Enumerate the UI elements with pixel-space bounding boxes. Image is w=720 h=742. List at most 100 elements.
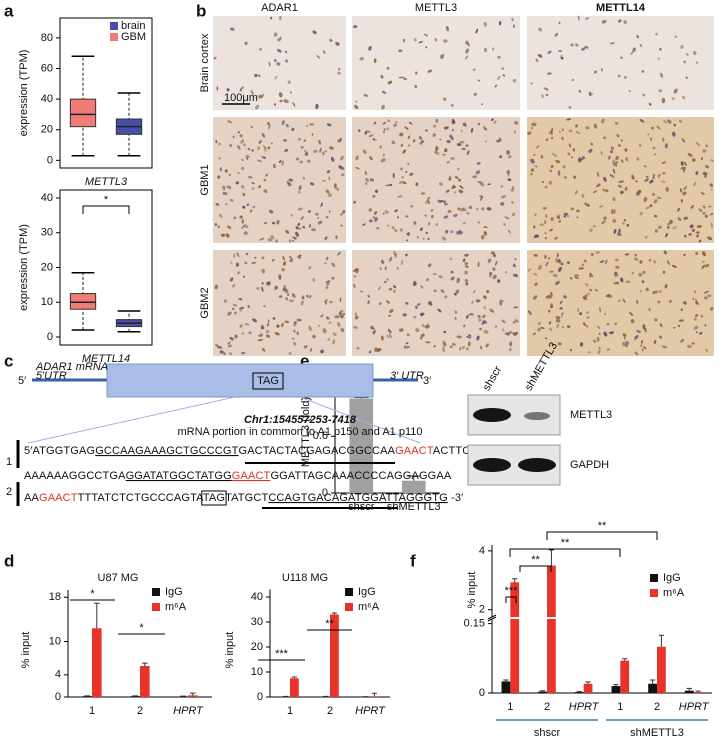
panel-label: b [196, 1, 206, 20]
y-axis-label: % input [466, 572, 478, 609]
nucleus [306, 294, 309, 298]
nucleus [704, 263, 710, 268]
nucleus [664, 283, 668, 289]
nucleus [425, 323, 430, 328]
nucleus [533, 272, 538, 276]
nucleus [533, 295, 538, 300]
nucleus [337, 68, 341, 71]
nucleus [683, 161, 687, 167]
nucleus [483, 47, 488, 53]
nucleus [702, 171, 708, 176]
nucleus [372, 330, 376, 334]
nucleus [329, 38, 333, 42]
bar [648, 668, 657, 669]
nucleus [544, 220, 547, 225]
nucleus [639, 211, 643, 216]
nucleus [615, 155, 619, 161]
nucleus [487, 183, 491, 186]
nucleus [261, 132, 266, 138]
nucleus [707, 294, 712, 298]
nucleus [705, 144, 708, 148]
nucleus [396, 216, 400, 219]
nucleus [692, 297, 695, 301]
nucleus [566, 215, 570, 218]
nucleus [498, 137, 502, 142]
nucleus [283, 139, 288, 142]
nucleus [333, 183, 337, 189]
nucleus [370, 325, 374, 330]
error-bar [686, 687, 692, 691]
legend-label: m⁶A [663, 587, 685, 599]
nucleus [498, 20, 502, 26]
nucleus [324, 299, 328, 303]
nucleus [640, 340, 644, 344]
legend-swatch [152, 603, 160, 611]
nucleus [230, 261, 233, 264]
nucleus [610, 150, 614, 154]
nucleus [614, 121, 619, 125]
plot-segment [281, 612, 379, 697]
nucleus [549, 169, 553, 173]
band [518, 458, 556, 472]
nucleus [356, 347, 360, 350]
y-tick-label: 20 [41, 261, 53, 273]
nucleus [659, 47, 662, 51]
nucleus [215, 140, 218, 144]
nucleus [289, 258, 293, 263]
nucleus [453, 191, 457, 194]
nucleus [306, 159, 311, 163]
y-tick-label: 0 [322, 487, 328, 499]
nucleus [386, 334, 390, 339]
nucleus [241, 158, 244, 162]
nucleus [677, 217, 682, 221]
error-bar [331, 612, 338, 615]
nucleus [284, 149, 288, 153]
nucleus [445, 189, 450, 193]
nucleus [402, 149, 407, 154]
nucleus [698, 239, 702, 243]
nucleus [535, 58, 539, 62]
nucleus [425, 341, 431, 344]
nucleus [657, 300, 661, 304]
nucleus [492, 274, 497, 280]
nucleus [680, 338, 685, 343]
nucleus [307, 210, 312, 213]
nucleus [555, 257, 558, 263]
nucleus [465, 48, 470, 54]
nucleus [549, 270, 554, 273]
nucleus [441, 53, 445, 60]
nucleus [585, 126, 590, 130]
nucleus [575, 43, 579, 47]
lane-label: shscr [481, 364, 505, 393]
x-tick-label: 2 [327, 705, 333, 717]
nucleus [561, 312, 564, 315]
nucleus [635, 192, 640, 196]
nucleus [229, 198, 234, 202]
utr3: 3′ UTR [390, 370, 424, 382]
nucleus [680, 308, 684, 312]
nucleus [574, 273, 578, 278]
nucleus [579, 342, 584, 347]
nucleus [232, 284, 236, 288]
nucleus [288, 352, 292, 355]
nucleus [704, 324, 707, 327]
nucleus [251, 149, 254, 152]
nucleus [431, 214, 434, 219]
nucleus [457, 167, 460, 171]
nucleus [620, 190, 624, 195]
nucleus [389, 183, 393, 186]
y-tick-label: 10 [49, 635, 61, 647]
nucleus [630, 50, 634, 55]
nucleus [259, 237, 265, 241]
significance-label: ** [598, 520, 607, 532]
nucleus [321, 179, 326, 182]
nucleus [661, 97, 666, 104]
nucleus [227, 120, 233, 124]
nucleus [218, 213, 223, 218]
sequence-segment: AAAAAAGGCCTGA [24, 470, 126, 482]
x-axis-label: METTL3 [85, 176, 128, 188]
nucleus [239, 134, 243, 138]
nucleus [293, 321, 297, 324]
nucleus [264, 148, 267, 152]
nucleus [296, 331, 300, 336]
